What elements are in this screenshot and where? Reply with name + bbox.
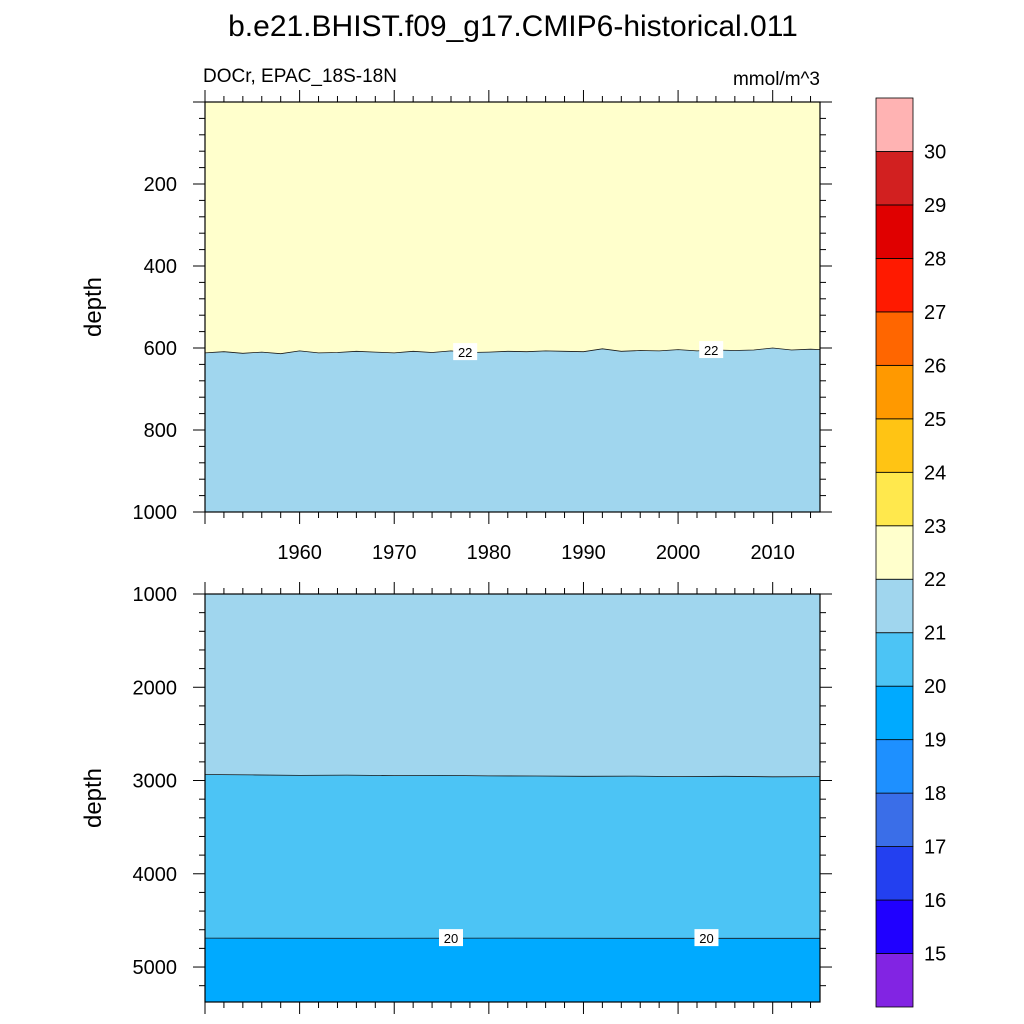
lower-contour-label: 20 <box>439 929 463 947</box>
upper-plot-frame <box>204 101 821 513</box>
colorbar-label: 25 <box>924 409 946 431</box>
colorbar-swatch <box>875 846 914 901</box>
upper-tick-marks <box>193 90 832 524</box>
colorbar-label: 23 <box>924 516 946 538</box>
colorbar-swatch <box>875 578 914 634</box>
upper-contour-label-text: 22 <box>458 345 472 360</box>
colorbar-label: 28 <box>924 248 946 270</box>
lower-y-tick-label: 4000 <box>133 864 178 886</box>
colorbar-label: 15 <box>924 944 946 966</box>
colorbar-swatch <box>875 792 914 847</box>
lower-region-19-20 <box>205 938 820 1002</box>
lower-y-tick-label: 3000 <box>133 771 178 793</box>
upper-x-tick-label: 1960 <box>277 542 322 564</box>
colorbar-label: 30 <box>924 141 946 163</box>
upper-contour-label: 22 <box>453 343 478 361</box>
upper-contour-label: 22 <box>699 341 724 359</box>
lower-contour-line-21 <box>205 774 820 778</box>
upper-region-21-22 <box>205 348 820 512</box>
colorbar-swatch <box>875 739 914 794</box>
variable-region-label: DOCr, EPAC_18S-18N <box>203 66 397 87</box>
units-label: mmol/m^3 <box>733 69 820 90</box>
colorbar-label: 19 <box>924 730 946 752</box>
lower-plot-frame <box>204 593 821 1003</box>
lower-filled-regions <box>205 594 820 1002</box>
colorbar-swatch <box>875 311 914 366</box>
colorbar-label: 26 <box>924 355 946 377</box>
upper-y-tick-label: 200 <box>144 174 177 196</box>
colorbar: 15 16 17 18 19 20 21 22 23 24 25 26 27 28 29 30 <box>875 97 946 1008</box>
upper-y-tick-label: 400 <box>144 256 177 278</box>
upper-x-tick-label: 2000 <box>656 542 701 564</box>
colorbar-swatch <box>875 204 914 259</box>
upper-contour-line-22 <box>205 347 820 355</box>
colorbar-label: 21 <box>924 623 946 645</box>
colorbar-swatch <box>875 418 914 473</box>
colorbar-swatch <box>875 632 914 687</box>
lower-contour-label-text: 20 <box>444 931 458 946</box>
upper-x-tick-label: 1970 <box>372 542 417 564</box>
lower-y-tick-label: 2000 <box>133 677 178 699</box>
colorbar-label: 29 <box>924 195 946 217</box>
lower-tick-marks <box>193 582 832 1014</box>
colorbar-swatch <box>875 364 914 420</box>
lower-y-axis-label: depth <box>80 768 107 828</box>
upper-panel: 22 22 200 400 600 800 1000 1960 1970 1980 1990 2000… <box>133 90 832 564</box>
lower-panel: 20 20 1000 2000 3000 4000 5000 <box>133 582 832 1014</box>
colorbar-swatch <box>875 471 914 527</box>
lower-y-tick-label: 1000 <box>133 584 178 606</box>
colorbar-swatch <box>875 899 914 954</box>
upper-x-tick-label: 1990 <box>561 542 606 564</box>
upper-y-tick-label: 800 <box>144 420 177 442</box>
lower-contour-label-text: 20 <box>699 931 713 946</box>
colorbar-label: 22 <box>924 569 946 591</box>
upper-contour-label-text: 22 <box>704 343 718 358</box>
upper-x-tick-label: 2010 <box>750 542 795 564</box>
colorbar-label: 24 <box>924 462 946 484</box>
upper-y-axis-label: depth <box>80 277 107 337</box>
figure-title: b.e21.BHIST.f09_g17.CMIP6-historical.011 <box>228 10 798 43</box>
upper-y-tick-label: 600 <box>144 338 177 360</box>
colorbar-label: 17 <box>924 837 946 859</box>
colorbar-label: 20 <box>924 676 946 698</box>
upper-filled-regions <box>205 102 820 512</box>
colorbar-swatch <box>875 953 914 1008</box>
colorbar-label: 27 <box>924 302 946 324</box>
upper-x-tick-label: 1980 <box>467 542 512 564</box>
colorbar-swatch <box>875 97 914 152</box>
upper-y-tick-label: 1000 <box>133 502 178 524</box>
colorbar-label: 16 <box>924 890 946 912</box>
colorbar-swatch <box>875 685 914 741</box>
colorbar-swatch <box>875 525 914 580</box>
lower-contour-label: 20 <box>694 929 719 947</box>
colorbar-swatch <box>875 258 914 313</box>
colorbar-label: 18 <box>924 783 946 805</box>
lower-y-tick-label: 5000 <box>133 957 178 979</box>
colorbar-swatch <box>875 151 914 206</box>
